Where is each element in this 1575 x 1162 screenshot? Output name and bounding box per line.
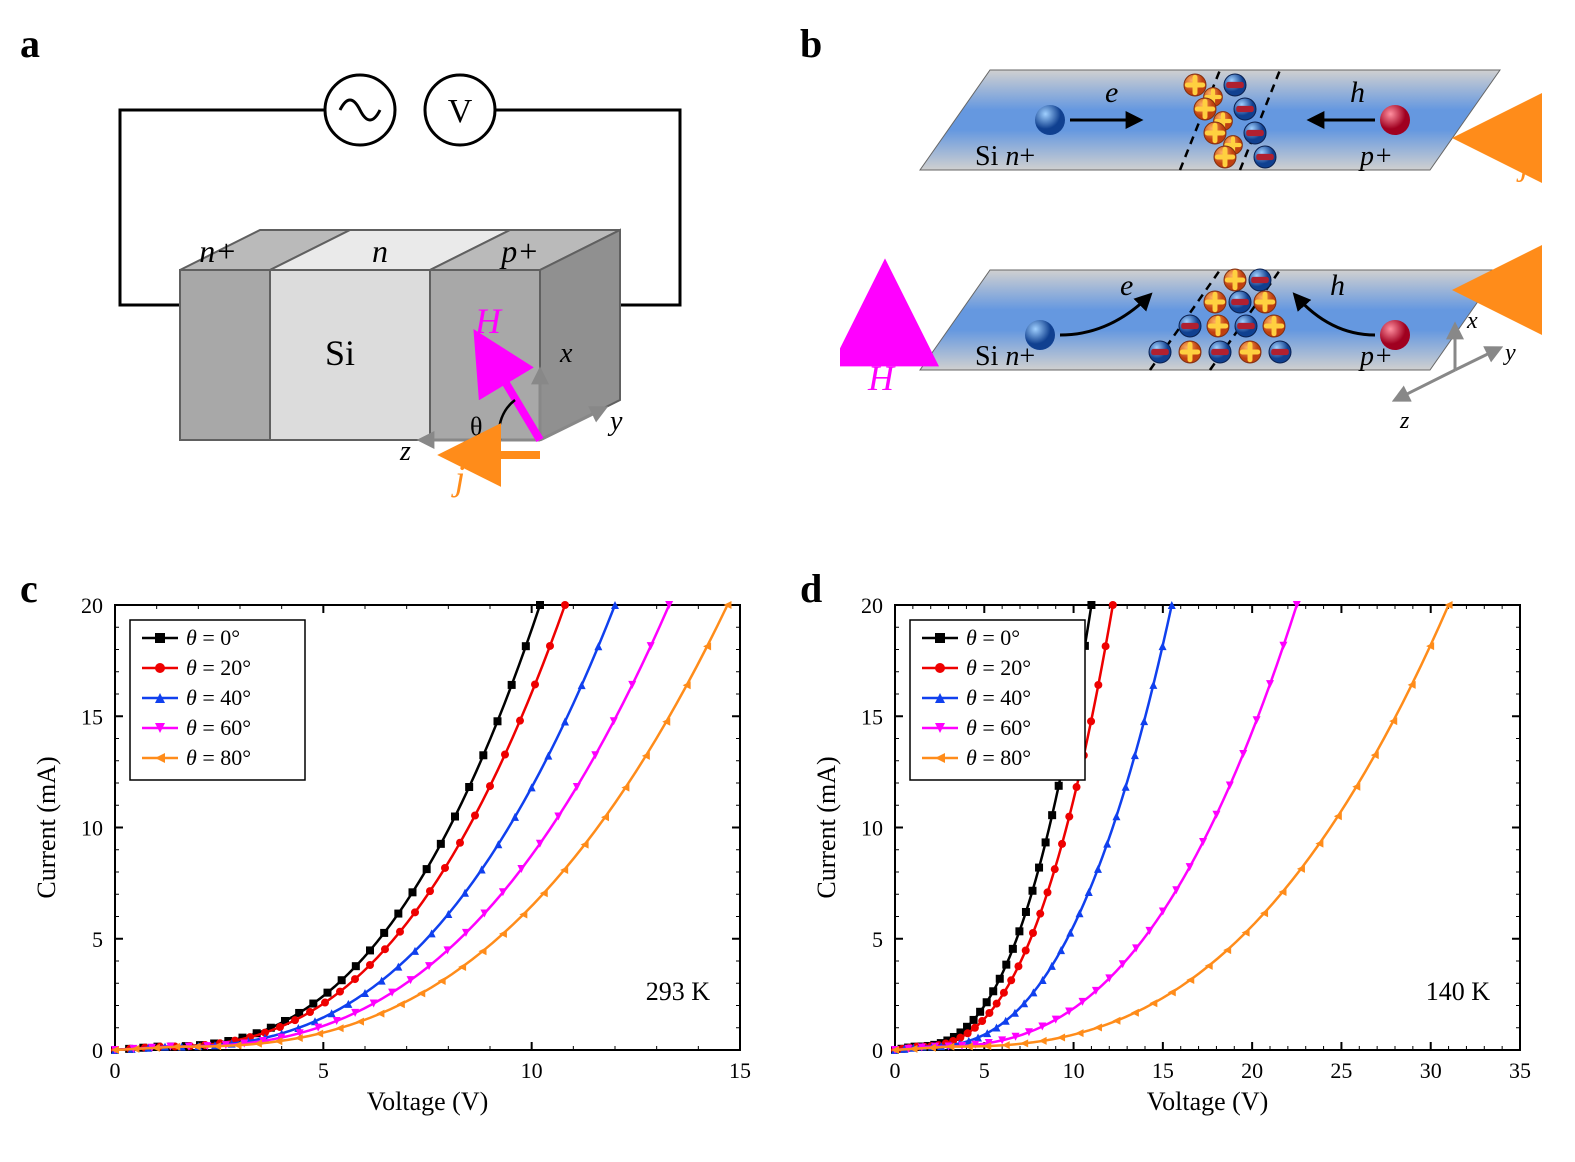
axis-z-b: z bbox=[1399, 408, 1410, 434]
axis-x: x bbox=[559, 338, 573, 369]
svg-text:20: 20 bbox=[861, 593, 883, 618]
svg-text:35: 35 bbox=[1509, 1058, 1531, 1083]
label-e-bot: e bbox=[1120, 269, 1133, 302]
svg-text:293 K: 293 K bbox=[646, 977, 711, 1006]
svg-text:0: 0 bbox=[890, 1058, 901, 1083]
label-n: n bbox=[372, 233, 388, 269]
svg-text:Voltage (V): Voltage (V) bbox=[1147, 1087, 1269, 1116]
svg-text:0: 0 bbox=[110, 1058, 121, 1083]
svg-text:θ = 40°: θ = 40° bbox=[966, 685, 1031, 710]
panel-label-c: c bbox=[20, 565, 38, 612]
label-si-nplus-bot: Si n+ bbox=[975, 341, 1035, 372]
svg-text:5: 5 bbox=[872, 927, 883, 952]
label-H: H bbox=[474, 301, 503, 341]
svg-text:20: 20 bbox=[1241, 1058, 1263, 1083]
label-si-nplus-top: Si n+ bbox=[975, 141, 1035, 172]
axis-x-b: x bbox=[1466, 308, 1478, 334]
label-pplus-top: p+ bbox=[1358, 141, 1393, 172]
label-nplus: n+ bbox=[199, 233, 237, 269]
label-j-top: j bbox=[1516, 146, 1529, 183]
svg-text:10: 10 bbox=[861, 816, 883, 841]
label-pplus-bot: p+ bbox=[1358, 341, 1393, 372]
label-h-top: h bbox=[1350, 76, 1365, 109]
label-j-bot: j bbox=[1516, 251, 1529, 288]
svg-text:10: 10 bbox=[81, 816, 103, 841]
upper-plane: e h Si n+ p+ j bbox=[920, 70, 1530, 183]
svg-text:25: 25 bbox=[1330, 1058, 1352, 1083]
diagram-b: e h Si n+ p+ j bbox=[840, 40, 1560, 540]
panel-a: a bbox=[20, 20, 760, 545]
svg-text:15: 15 bbox=[1152, 1058, 1174, 1083]
lower-plane: e h Si n+ p+ j H bbox=[867, 251, 1530, 434]
chart-c: 0 5 10 15 0 5 10 15 20 Voltage (V) Current (mA) θ =… bbox=[20, 565, 760, 1125]
svg-text:10: 10 bbox=[521, 1058, 543, 1083]
axis-y: y bbox=[607, 406, 623, 437]
svg-text:Voltage (V): Voltage (V) bbox=[367, 1087, 489, 1116]
svg-text:15: 15 bbox=[861, 704, 883, 729]
svg-text:θ = 80°: θ = 80° bbox=[966, 745, 1031, 770]
svg-text:5: 5 bbox=[979, 1058, 990, 1083]
label-pplus: p+ bbox=[499, 233, 539, 269]
svg-text:Current (mA): Current (mA) bbox=[32, 756, 61, 898]
axis-y-b: y bbox=[1503, 340, 1516, 366]
svg-text:15: 15 bbox=[81, 704, 103, 729]
svg-text:15: 15 bbox=[729, 1058, 751, 1083]
svg-text:Current (mA): Current (mA) bbox=[812, 756, 841, 898]
svg-text:θ = 0°: θ = 0° bbox=[186, 625, 240, 650]
svg-text:θ = 60°: θ = 60° bbox=[186, 715, 251, 740]
diagram-a: V n+ n p+ Si x bbox=[60, 40, 740, 540]
panel-label-a: a bbox=[20, 20, 40, 67]
label-e-top: e bbox=[1105, 76, 1118, 109]
chart-d: 0 5 10 15 20 25 30 35 0 5 10 15 20 Voltage (V) Current… bbox=[800, 565, 1540, 1125]
axis-z: z bbox=[399, 436, 411, 467]
svg-text:θ = 60°: θ = 60° bbox=[966, 715, 1031, 740]
label-theta: θ bbox=[470, 412, 482, 441]
svg-text:θ = 80°: θ = 80° bbox=[186, 745, 251, 770]
svg-text:0: 0 bbox=[92, 1038, 103, 1063]
panel-c: c 0 5 10 15 0 5 10 15 20 Voltage (V) Current (mA) θ… bbox=[20, 565, 760, 1130]
label-si: Si bbox=[325, 333, 355, 373]
svg-text:θ = 20°: θ = 20° bbox=[186, 655, 251, 680]
voltmeter-label: V bbox=[448, 93, 473, 130]
svg-text:0: 0 bbox=[872, 1038, 883, 1063]
svg-text:10: 10 bbox=[1063, 1058, 1085, 1083]
panel-label-d: d bbox=[800, 565, 822, 612]
svg-text:20: 20 bbox=[81, 593, 103, 618]
svg-text:5: 5 bbox=[318, 1058, 329, 1083]
panel-label-b: b bbox=[800, 20, 822, 67]
panel-d: d 0 5 10 15 20 25 30 35 0 5 10 15 20 Voltage (V) Curre… bbox=[800, 565, 1560, 1130]
svg-text:5: 5 bbox=[92, 927, 103, 952]
label-h-bot: h bbox=[1330, 269, 1345, 302]
svg-text:140 K: 140 K bbox=[1426, 977, 1491, 1006]
label-j: j bbox=[451, 458, 465, 498]
label-H-bot: H bbox=[867, 358, 896, 398]
svg-text:θ = 20°: θ = 20° bbox=[966, 655, 1031, 680]
svg-text:θ = 0°: θ = 0° bbox=[966, 625, 1020, 650]
svg-text:θ = 40°: θ = 40° bbox=[186, 685, 251, 710]
panel-b: b bbox=[800, 20, 1560, 545]
svg-text:30: 30 bbox=[1420, 1058, 1442, 1083]
